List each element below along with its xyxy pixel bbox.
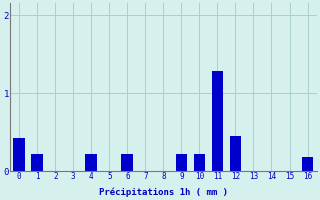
Bar	[302, 157, 313, 171]
X-axis label: Précipitations 1h ( mm ): Précipitations 1h ( mm )	[99, 187, 228, 197]
Bar	[194, 154, 205, 171]
Bar	[31, 154, 43, 171]
Bar	[13, 138, 25, 171]
Bar	[229, 136, 241, 171]
Bar	[176, 154, 187, 171]
Bar	[212, 71, 223, 171]
Bar	[85, 154, 97, 171]
Bar	[122, 154, 133, 171]
